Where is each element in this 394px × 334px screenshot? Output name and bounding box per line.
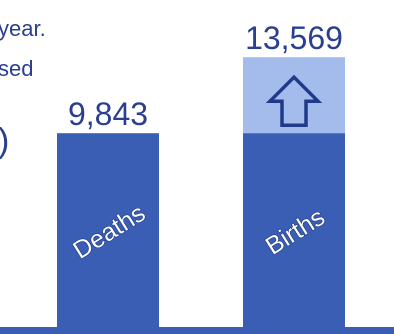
x-axis-line: [0, 327, 394, 334]
bar-births: [243, 133, 345, 334]
left-text-line-2: sed: [0, 56, 34, 81]
births-increase-segment: [243, 57, 345, 134]
left-text-line-3: ): [0, 124, 9, 158]
left-text-line-1: year.: [0, 16, 46, 41]
value-label-deaths: 9,843: [68, 96, 148, 132]
bar-deaths: [57, 133, 159, 334]
up-arrow-icon: [265, 74, 323, 127]
value-label-births: 13,569: [245, 20, 343, 56]
